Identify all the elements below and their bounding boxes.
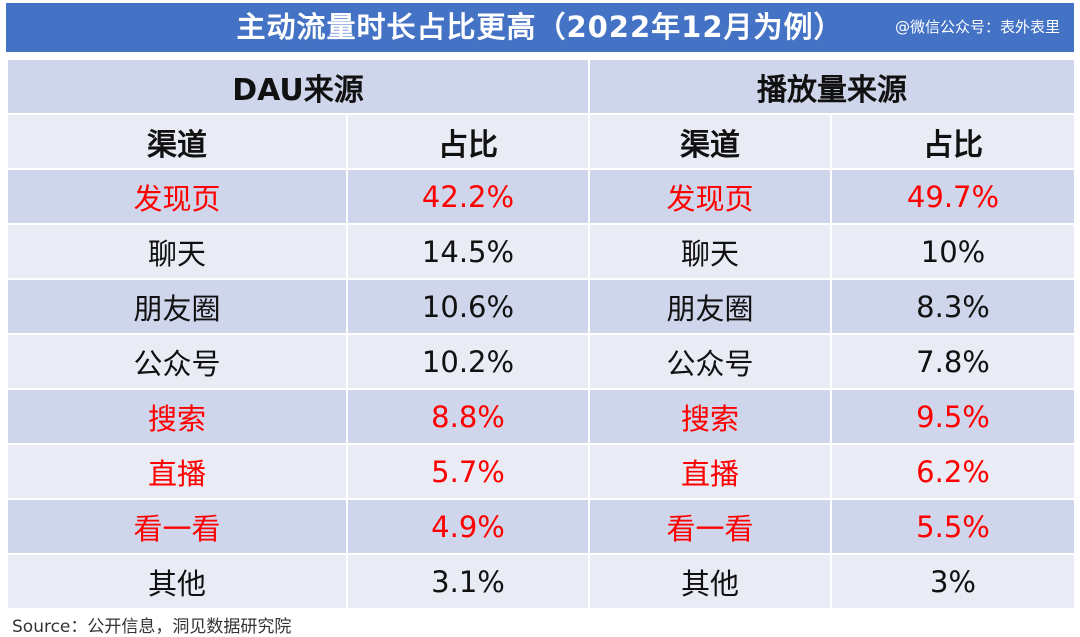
group-header-plays: 播放量来源 [588,58,1076,115]
dau-share-cell: 14.5% [346,223,590,280]
play-share-cell: 8.3% [830,278,1076,335]
brand-label: @微信公众号：表外表里 [894,18,1060,36]
play-channel-cell: 朋友圈 [588,278,832,335]
play-share-cell: 6.2% [830,443,1076,500]
table-row: 直播 5.7% 直播 6.2% [6,443,1076,500]
table-row: 发现页 42.2% 发现页 49.7% [6,168,1076,225]
column-header-share: 占比 [346,113,590,170]
play-channel-cell: 公众号 [588,333,832,390]
column-header-channel: 渠道 [588,113,832,170]
dau-channel-cell: 其他 [6,553,348,610]
play-channel-cell: 直播 [588,443,832,500]
dau-channel-cell: 聊天 [6,223,348,280]
play-channel-cell: 发现页 [588,168,832,225]
table-row: 公众号 10.2% 公众号 7.8% [6,333,1076,390]
play-share-cell: 5.5% [830,498,1076,555]
column-header-row: 渠道 占比 渠道 占比 [6,113,1076,170]
data-table: DAU来源 播放量来源 渠道 占比 渠道 占比 发现页 42.2% 发现页 49.7%… [6,58,1076,610]
play-channel-cell: 搜索 [588,388,832,445]
dau-channel-cell: 公众号 [6,333,348,390]
source-note: Source：公开信息，洞见数据研究院 [12,617,292,637]
play-share-cell: 49.7% [830,168,1076,225]
dau-share-cell: 3.1% [346,553,590,610]
play-channel-cell: 聊天 [588,223,832,280]
dau-channel-cell: 看一看 [6,498,348,555]
play-channel-cell: 看一看 [588,498,832,555]
dau-share-cell: 10.2% [346,333,590,390]
group-header-dau: DAU来源 [6,58,590,115]
dau-channel-cell: 搜索 [6,388,348,445]
group-header-row: DAU来源 播放量来源 [6,58,1076,115]
play-share-cell: 9.5% [830,388,1076,445]
data-table-wrap: DAU来源 播放量来源 渠道 占比 渠道 占比 发现页 42.2% 发现页 49.7%… [6,58,1076,610]
chart-title: 主动流量时长占比更高（2022年12月为例） [236,10,844,44]
table-row: 聊天 14.5% 聊天 10% [6,223,1076,280]
play-channel-cell: 其他 [588,553,832,610]
dau-channel-cell: 直播 [6,443,348,500]
dau-share-cell: 4.9% [346,498,590,555]
dau-channel-cell: 发现页 [6,168,348,225]
dau-channel-cell: 朋友圈 [6,278,348,335]
dau-share-cell: 42.2% [346,168,590,225]
title-bar: 主动流量时长占比更高（2022年12月为例） @微信公众号：表外表里 [6,3,1074,52]
table-body: 发现页 42.2% 发现页 49.7% 聊天 14.5% 聊天 10% 朋友圈 10.6% 朋友圈 8… [6,168,1076,610]
dau-share-cell: 8.8% [346,388,590,445]
play-share-cell: 7.8% [830,333,1076,390]
column-header-channel: 渠道 [6,113,348,170]
play-share-cell: 3% [830,553,1076,610]
table-row: 搜索 8.8% 搜索 9.5% [6,388,1076,445]
dau-share-cell: 5.7% [346,443,590,500]
play-share-cell: 10% [830,223,1076,280]
column-header-share: 占比 [830,113,1076,170]
table-row: 其他 3.1% 其他 3% [6,553,1076,610]
table-row: 朋友圈 10.6% 朋友圈 8.3% [6,278,1076,335]
dau-share-cell: 10.6% [346,278,590,335]
table-row: 看一看 4.9% 看一看 5.5% [6,498,1076,555]
